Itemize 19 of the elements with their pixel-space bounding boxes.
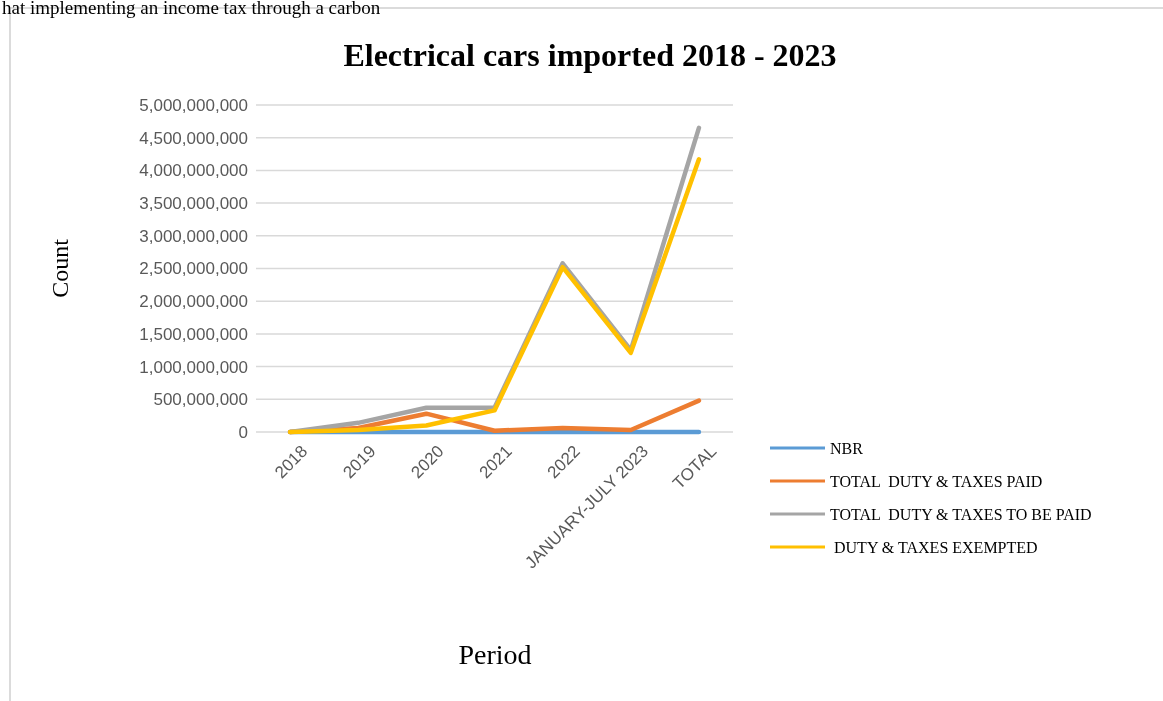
text: hat implementing an income tax through a carbon — [2, 0, 381, 18]
y-tick-label: 2,500,000,000 — [139, 259, 248, 279]
y-tick-label: 5,000,000,000 — [139, 95, 248, 115]
y-tick-label: 2,000,000,000 — [139, 292, 248, 312]
y-tick-label: 500,000,000 — [153, 390, 248, 410]
y-axis-title: Count — [47, 238, 73, 298]
legend-label: DUTY & TAXES EXEMPTED — [830, 538, 1038, 556]
y-tick-label: 3,000,000,000 — [139, 226, 248, 246]
x-axis-title: Period — [458, 639, 532, 670]
legend-label: TOTAL DUTY & TAXES TO BE PAID — [830, 505, 1092, 523]
y-tick-label: 1,500,000,000 — [139, 324, 248, 344]
y-tick-label: 0 — [238, 422, 248, 442]
y-tick-label: 1,000,000,000 — [139, 357, 248, 377]
y-tick-label: 3,500,000,000 — [139, 194, 248, 214]
legend-label: NBR — [830, 439, 864, 457]
chart-title: Electrical cars imported 2018 - 2023 — [343, 37, 837, 73]
y-tick-label: 4,000,000,000 — [139, 161, 248, 181]
y-tick-label: 4,500,000,000 — [139, 128, 248, 148]
legend-label: TOTAL DUTY & TAXES PAID — [830, 472, 1043, 490]
